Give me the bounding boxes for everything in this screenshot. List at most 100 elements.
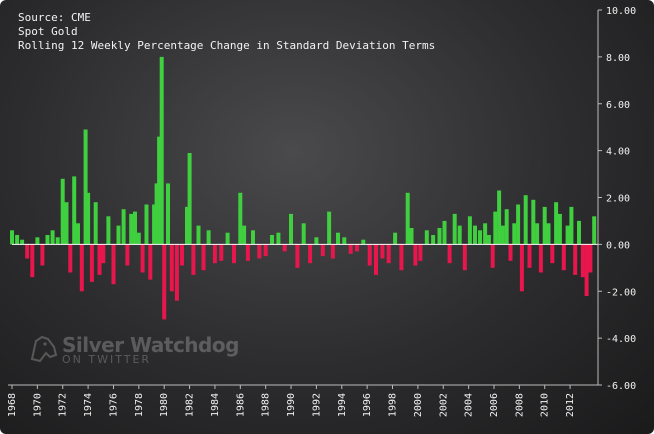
- bar: [531, 199, 536, 245]
- bar: [270, 235, 274, 245]
- x-tick-label: 1990: [286, 393, 297, 417]
- bar: [83, 129, 88, 245]
- bar: [577, 220, 581, 245]
- bar: [10, 230, 14, 245]
- bar: [573, 244, 578, 275]
- x-tick-label: 2004: [464, 393, 475, 417]
- bar: [483, 223, 488, 245]
- bar: [232, 244, 236, 264]
- y-tick-label: 2.00: [606, 194, 630, 205]
- y-tick-label: 10.00: [606, 6, 636, 17]
- bar: [76, 223, 80, 245]
- bar: [55, 237, 60, 245]
- bar: [542, 206, 547, 245]
- bar: [512, 223, 517, 245]
- bar: [68, 244, 73, 273]
- bar: [405, 192, 410, 245]
- bar: [447, 244, 452, 264]
- bar: [86, 192, 91, 245]
- bar: [45, 235, 50, 245]
- bar: [374, 244, 378, 275]
- x-axis-ticks: 1968 1970 1972 1974 1976 1978 1980 1982 1984 1986…: [7, 385, 576, 417]
- y-tick-label: -6.00: [606, 381, 636, 392]
- y-tick-label: 4.00: [606, 147, 630, 158]
- bar: [327, 211, 332, 245]
- bar: [219, 244, 224, 261]
- x-tick-label: 1972: [58, 393, 69, 417]
- bar: [308, 244, 313, 264]
- bar: [140, 244, 145, 273]
- bar: [106, 216, 111, 245]
- bar: [336, 232, 340, 245]
- x-tick-label: 1968: [7, 393, 18, 417]
- x-tick-label: 1984: [210, 393, 221, 417]
- x-tick-label: 1976: [109, 393, 120, 417]
- bar: [348, 244, 353, 254]
- x-tick-label: 1988: [261, 393, 272, 417]
- bar: [330, 244, 335, 259]
- bar: [569, 206, 574, 245]
- bar: [523, 195, 528, 245]
- bar: [166, 183, 170, 245]
- bar: [116, 225, 121, 245]
- bar: [40, 244, 45, 266]
- bar: [588, 244, 593, 273]
- bar: [101, 244, 106, 264]
- x-tick-label: 1970: [32, 393, 43, 417]
- bar: [399, 244, 404, 271]
- bar: [72, 176, 77, 245]
- bar: [584, 244, 589, 296]
- x-tick-label: 1986: [235, 393, 246, 417]
- bar: [527, 244, 532, 268]
- bar: [133, 211, 137, 245]
- bar: [418, 244, 423, 261]
- y-tick-label: 0.00: [606, 240, 630, 251]
- bar: [174, 244, 179, 301]
- watermark-sub: ON TWITTER: [62, 353, 152, 366]
- bar: [136, 232, 141, 245]
- bar: [162, 244, 167, 320]
- bar: [152, 204, 157, 245]
- bar: [538, 244, 543, 273]
- x-tick-label: 1982: [185, 393, 196, 417]
- bar: [263, 244, 268, 257]
- bar: [159, 56, 164, 245]
- bar: [493, 211, 498, 245]
- bar: [242, 225, 247, 245]
- bar: [121, 209, 126, 245]
- bar: [497, 190, 502, 245]
- bar: [504, 209, 509, 245]
- bar: [129, 213, 134, 245]
- bar: [500, 225, 505, 245]
- bar: [289, 213, 293, 245]
- bar: [154, 183, 159, 245]
- bar: [486, 235, 491, 245]
- x-tick-label: 2002: [438, 393, 449, 417]
- chart-title: Rolling 12 Weekly Percentage Change in S…: [18, 39, 436, 52]
- bar: [257, 244, 262, 259]
- bar: [125, 244, 130, 266]
- y-tick-label: 6.00: [606, 100, 630, 111]
- bar: [437, 228, 442, 245]
- bar: [93, 202, 98, 245]
- y-tick-label: -2.00: [606, 287, 636, 298]
- bar: [519, 244, 524, 292]
- bar: [431, 235, 436, 245]
- bar: [409, 228, 414, 245]
- bar: [516, 204, 521, 245]
- bar: [206, 230, 211, 245]
- bar: [144, 204, 149, 245]
- bar: [320, 244, 325, 257]
- bar: [386, 244, 391, 264]
- bar: [60, 178, 65, 245]
- x-tick-label: 1992: [311, 393, 322, 417]
- watermark-brand: Silver Watchdog: [62, 333, 239, 357]
- bar: [295, 244, 300, 268]
- x-tick-label: 2006: [489, 393, 500, 417]
- bar: [225, 232, 230, 245]
- bar: [50, 230, 55, 245]
- dog-head-icon: [30, 335, 58, 363]
- bar: [20, 239, 25, 245]
- bar: [212, 244, 217, 264]
